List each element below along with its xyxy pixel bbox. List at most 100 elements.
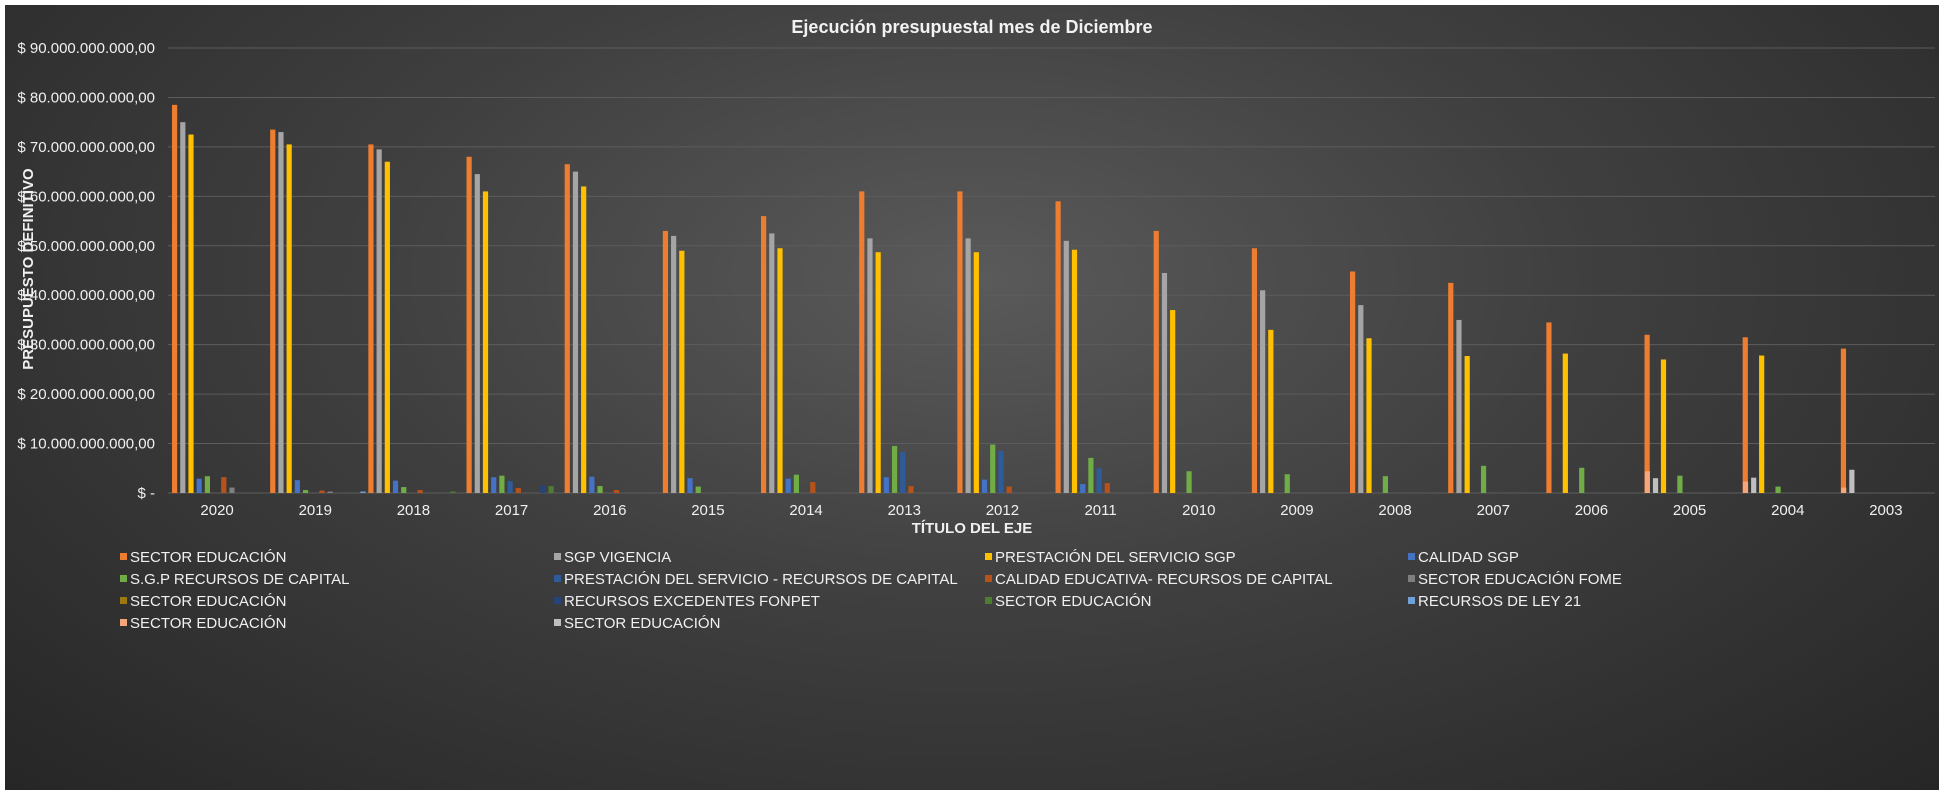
bar-2013-s3	[883, 477, 889, 493]
legend-swatch	[985, 553, 992, 560]
legend: SECTOR EDUCACIÓN SGP VIGENCIA PRESTACIÓN D…	[120, 549, 1622, 632]
y-tick-label: $ 40.000.000.000,00	[17, 287, 155, 304]
bar-2013-s6	[908, 486, 914, 493]
bar-2011-s0	[1055, 201, 1061, 493]
bar-2016-s3	[589, 476, 595, 493]
bar-2013-s5	[900, 451, 906, 493]
bar-2012-s0	[957, 191, 963, 493]
x-tick-label: 2015	[691, 502, 724, 519]
bar-2011-s6	[1104, 483, 1110, 493]
bar-2010-s0	[1153, 230, 1159, 493]
bar-2007-s4	[1480, 465, 1487, 493]
legend-label: SECTOR EDUCACIÓN	[130, 593, 286, 610]
bar-2019-s1	[278, 132, 284, 494]
bar-2017-s3	[491, 477, 497, 493]
legend-label: CALIDAD EDUCATIVA- RECURSOS DE CAPITAL	[995, 571, 1333, 588]
bar-2005-s4	[1677, 475, 1683, 493]
legend-label: SECTOR EDUCACIÓN	[564, 615, 720, 632]
y-tick-label: $ 30.000.000.000,00	[17, 337, 155, 354]
legend-label: SECTOR EDUCACIÓN	[995, 593, 1151, 610]
legend-swatch	[1408, 597, 1415, 604]
bar-2006-s0	[1546, 322, 1552, 493]
x-tick-label: 2006	[1575, 502, 1608, 519]
bar-2005-s2	[1660, 359, 1667, 493]
bar-2004-s0	[1742, 337, 1748, 493]
bar-2008-s4	[1382, 476, 1388, 493]
legend-label: RECURSOS DE LEY 21	[1418, 593, 1581, 610]
bar-2019-s6	[319, 490, 325, 493]
legend-label: S.G.P RECURSOS DE CAPITAL	[130, 571, 350, 588]
bar-2014-s6	[810, 482, 816, 493]
bar-2019-s4	[302, 490, 309, 493]
chart-title: Ejecución presupuestal mes de Diciembre	[791, 17, 1152, 37]
bar-2011-s2	[1071, 249, 1078, 493]
bar-2011-s1	[1063, 240, 1069, 493]
bar-2014-s4	[793, 474, 799, 493]
legend-swatch	[120, 619, 127, 626]
bar-2017-s10	[548, 486, 554, 493]
bar-2007-s2	[1464, 356, 1470, 493]
bar-2007-s1	[1456, 319, 1462, 493]
bar-2012-s4	[990, 444, 996, 493]
bar-2019-s11	[360, 491, 366, 493]
bar-2006-s13	[1652, 478, 1659, 493]
bar-2016-s4	[597, 486, 603, 493]
bar-2015-s2	[679, 250, 685, 493]
legend-label: PRESTACIÓN DEL SERVICIO SGP	[995, 549, 1236, 566]
bar-2017-s6	[515, 488, 521, 493]
bar-2015-s4	[695, 486, 701, 493]
bar-2012-s6	[1006, 486, 1012, 493]
x-tick-label: 2003	[1869, 502, 1902, 519]
legend-label: SECTOR EDUCACIÓN FOME	[1418, 571, 1622, 588]
x-tick-label: 2013	[888, 502, 921, 519]
bar-2010-s1	[1161, 272, 1168, 493]
y-axis-title: PRESUPUESTO DEFINITIVO	[20, 168, 37, 370]
bar-2004-s13	[1849, 469, 1855, 493]
bar-2016-s2	[581, 186, 587, 493]
bar-2005-s12	[1742, 481, 1749, 493]
y-tick-label: $ 90.000.000.000,00	[17, 40, 155, 57]
bar-2011-s4	[1088, 457, 1094, 493]
x-tick-label: 2010	[1182, 502, 1215, 519]
x-tick-label: 2018	[397, 502, 430, 519]
bar-2013-s2	[875, 252, 881, 493]
chart-svg: Ejecución presupuestal mes de Diciembre …	[17, 17, 1935, 632]
legend-swatch	[120, 553, 127, 560]
legend-swatch	[1408, 575, 1415, 582]
legend-swatch	[120, 575, 127, 582]
bar-2014-s2	[777, 248, 783, 493]
x-tick-label: 2007	[1477, 502, 1510, 519]
bar-2017-s1	[474, 174, 480, 494]
bar-2015-s1	[671, 235, 677, 493]
bar-2018-s3	[392, 480, 399, 493]
bar-2013-s4	[891, 446, 898, 493]
x-tick-label: 2009	[1280, 502, 1313, 519]
bar-2009-s0	[1251, 248, 1258, 493]
bar-2008-s1	[1358, 305, 1364, 493]
x-tick-label: 2008	[1378, 502, 1411, 519]
x-tick-label: 2004	[1771, 502, 1804, 519]
y-tick-label: $ 60.000.000.000,00	[17, 188, 155, 205]
x-tick-label: 2017	[495, 502, 528, 519]
bar-2018-s0	[368, 144, 374, 493]
bar-2019-s7	[327, 491, 333, 493]
x-tick-label: 2020	[200, 502, 233, 519]
bar-2015-s0	[662, 230, 669, 493]
legend-label: CALIDAD SGP	[1418, 549, 1519, 566]
bar-2018-s2	[384, 161, 390, 493]
bar-2010-s2	[1170, 310, 1176, 493]
bar-2004-s4	[1775, 486, 1781, 493]
bar-2017-s2	[482, 191, 489, 493]
bar-2006-s2	[1562, 353, 1568, 493]
bar-2006-s4	[1579, 467, 1585, 493]
bar-2012-s1	[965, 238, 971, 493]
bar-2020-s1	[180, 122, 186, 494]
legend-label: SECTOR EDUCACIÓN	[130, 549, 286, 566]
chart-area: Ejecución presupuestal mes de Diciembre …	[5, 5, 1939, 790]
bar-2007-s0	[1448, 282, 1454, 493]
bar-2014-s0	[761, 216, 767, 493]
bar-2012-s3	[981, 479, 988, 493]
bar-2005-s0	[1644, 334, 1650, 493]
legend-swatch	[1408, 553, 1415, 560]
legend-swatch	[554, 619, 561, 626]
